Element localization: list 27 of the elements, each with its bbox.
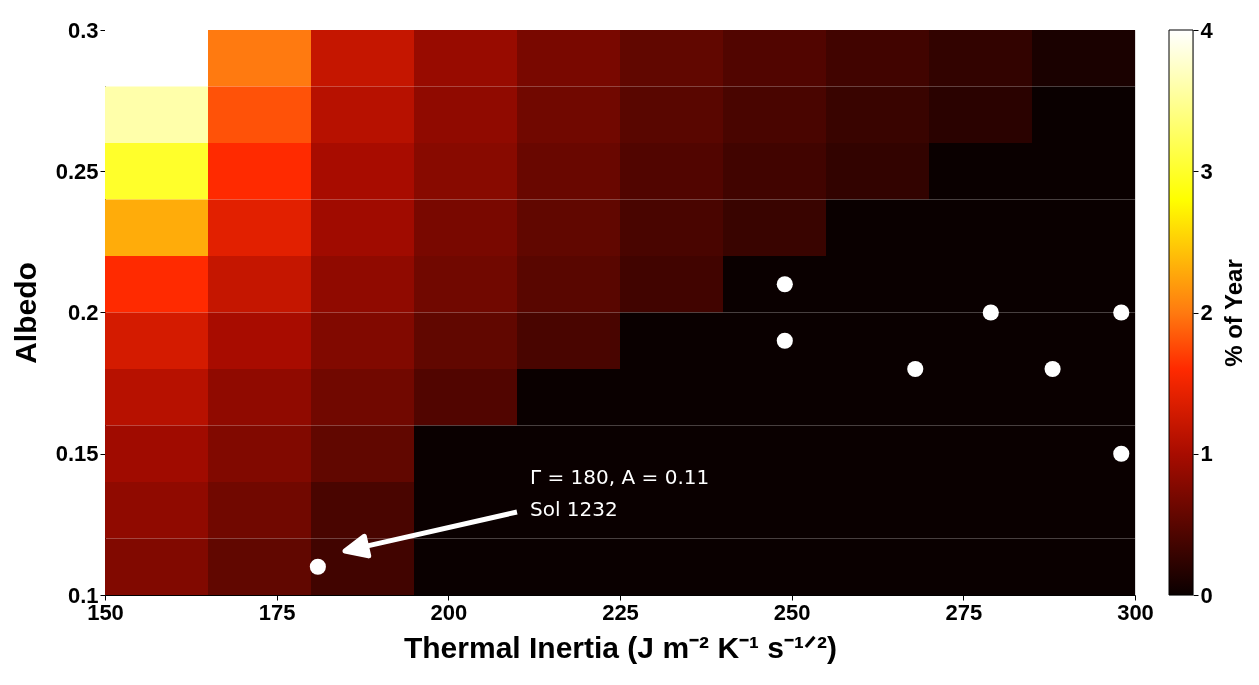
point bbox=[907, 360, 924, 378]
point bbox=[1113, 304, 1130, 321]
point bbox=[776, 276, 793, 293]
x-tick-label: 225 bbox=[602, 599, 639, 625]
x-tick-label: 300 bbox=[1117, 599, 1154, 625]
color-bar-label: 1 bbox=[1200, 441, 1213, 467]
point bbox=[982, 304, 999, 321]
x-tick-label: 275 bbox=[945, 599, 983, 625]
point bbox=[309, 558, 326, 575]
x-tick-label: 175 bbox=[258, 599, 296, 625]
color-bar-label: 4 bbox=[1200, 17, 1214, 43]
y-tick-label: 0.2 bbox=[67, 300, 99, 325]
point bbox=[776, 332, 793, 349]
y-tick-label: 0.15 bbox=[55, 441, 99, 467]
annotation: Γ = 180, A = 0.11 Sol 1232 bbox=[530, 465, 710, 521]
x-axis-title: Thermal Inertia (J m⁻² K⁻¹ s⁻¹ᐟ²) bbox=[403, 630, 838, 664]
y-tick-label: 0.25 bbox=[55, 158, 99, 184]
color-bar-label: 3 bbox=[1200, 158, 1213, 184]
y-axis-title: Albedo bbox=[8, 262, 42, 364]
x-tick-label: 200 bbox=[430, 599, 468, 625]
y-tick-label: 0.3 bbox=[67, 17, 99, 43]
color-bar-label: 2 bbox=[1200, 300, 1213, 325]
color-bar-label: 0 bbox=[1200, 582, 1213, 608]
point bbox=[1113, 445, 1130, 462]
point bbox=[1044, 360, 1061, 378]
x-tick-label: 250 bbox=[773, 599, 811, 625]
color-bar-title: % of Year bbox=[1219, 259, 1247, 367]
